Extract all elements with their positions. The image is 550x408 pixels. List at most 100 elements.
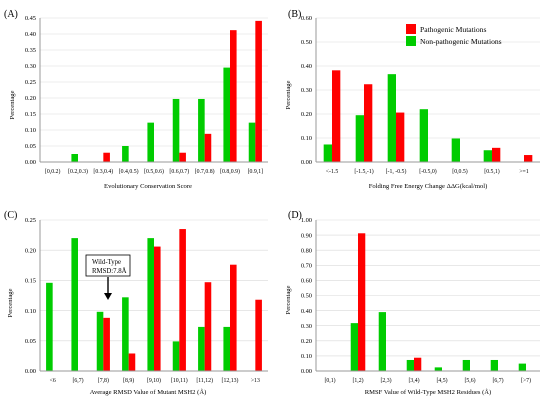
axes-a xyxy=(39,18,268,163)
x-tick-label: [0.3,0.4) xyxy=(93,168,113,175)
nonpathogenic-bar xyxy=(483,150,492,162)
x-axis-label-d: RMSF Value of Wild-Type MSH2 Residues (Å… xyxy=(365,388,492,396)
gridlines-a xyxy=(40,17,268,163)
x-tick-label: [9,10) xyxy=(147,377,161,384)
annotation-line2: RMSD:7.8Å xyxy=(92,267,127,275)
x-tick-label: [0.5,1) xyxy=(484,168,500,175)
y-tick-label: 0.40 xyxy=(25,31,36,38)
legend-swatch-nonpathogenic xyxy=(406,36,416,46)
chart-panel-b: (B) 0.00 0.10 0.20 0.30 0.40 0.50 0.60 <-1.5 [-… xyxy=(285,9,540,190)
legend: Pathogenic Mutations Non-pathogenic Muta… xyxy=(406,24,502,46)
y-tick-label: 0.45 xyxy=(25,15,36,22)
y-tick-label: 0.80 xyxy=(301,247,312,254)
pathogenic-bar xyxy=(255,299,262,371)
x-tick-label: [0,0.2) xyxy=(45,168,61,175)
x-tick-label: [-0.5,0) xyxy=(419,168,436,175)
nonpathogenic-bar xyxy=(147,238,154,371)
x-tick-label: [1,2) xyxy=(352,377,363,384)
y-axis-label-a: Percentage xyxy=(9,90,16,119)
x-tick-label: [0.6,0.7) xyxy=(169,168,189,175)
pathogenic-bar xyxy=(414,357,422,371)
gridlines-d xyxy=(316,219,540,372)
y-ticks-a: 0.00 0.05 0.10 0.15 0.20 0.25 0.30 0.35 0.40 0.45 xyxy=(25,15,36,166)
nonpathogenic-bar xyxy=(172,341,180,371)
nonpathogenic-bar xyxy=(223,326,230,371)
nonpathogenic-bar xyxy=(71,238,78,371)
pathogenic-bar xyxy=(204,282,212,371)
y-tick-label: 0.05 xyxy=(25,143,36,150)
y-tick-label: 0.00 xyxy=(301,159,312,166)
y-tick-label: 0.10 xyxy=(301,135,312,142)
x-ticks-d: [0,1) [1,2) [2,3) [3,4) [4,5) [5,6) [6,7) [>7) xyxy=(324,377,531,384)
y-tick-label: 0.60 xyxy=(301,15,312,22)
legend-label-pathogenic: Pathogenic Mutations xyxy=(420,25,486,34)
x-axis-label-c: Average RMSD Value of Mutant MSH2 (Å) xyxy=(90,388,207,396)
nonpathogenic-bar xyxy=(122,297,129,371)
chart-panel-d: (D) 0.00 0.10 0.20 0.30 0.40 0.50 0.60 0.70 0.80… xyxy=(285,210,540,396)
pathogenic-bar xyxy=(179,229,186,371)
x-tick-label: [5,6) xyxy=(464,377,475,384)
y-tick-label: 1.00 xyxy=(301,217,312,224)
pathogenic-bar xyxy=(103,152,110,162)
axes-d xyxy=(315,220,540,372)
y-tick-label: 0.25 xyxy=(25,79,36,86)
pathogenic-bar xyxy=(492,147,501,162)
y-tick-label: 0.10 xyxy=(25,308,36,315)
nonpathogenic-bar xyxy=(387,74,396,162)
annotation-line1: Wild-Type xyxy=(92,259,121,266)
pathogenic-bar xyxy=(230,30,237,162)
pathogenic-bar xyxy=(358,233,366,371)
y-axis-label-c: Percentage xyxy=(7,288,14,317)
nonpathogenic-bar xyxy=(434,367,442,371)
y-tick-label: 0.35 xyxy=(25,47,36,54)
nonpathogenic-bar xyxy=(518,363,526,371)
axes-b xyxy=(315,18,540,163)
x-tick-label: [8,9) xyxy=(123,377,134,384)
panel-label-a: (A) xyxy=(4,9,18,20)
x-tick-label: [10,11) xyxy=(171,377,188,384)
x-tick-label: >=1 xyxy=(519,169,529,175)
pathogenic-bar xyxy=(204,133,212,162)
y-tick-label: 0.40 xyxy=(301,308,312,315)
x-tick-label: [>7) xyxy=(521,377,531,384)
y-tick-label: 0.50 xyxy=(301,293,312,300)
pathogenic-bar xyxy=(128,353,136,371)
nonpathogenic-bar xyxy=(96,311,104,371)
bars-d xyxy=(350,233,526,371)
nonpathogenic-bar xyxy=(323,144,332,162)
nonpathogenic-bar xyxy=(451,138,460,162)
y-tick-label: 0.20 xyxy=(301,111,312,118)
pathogenic-bar xyxy=(179,152,186,162)
pathogenic-bar xyxy=(230,264,237,371)
nonpathogenic-bar xyxy=(355,115,364,162)
x-tick-label: [4,5) xyxy=(436,377,447,384)
nonpathogenic-bar xyxy=(172,98,180,162)
y-tick-label: 0.20 xyxy=(301,338,312,345)
pathogenic-bar xyxy=(524,155,533,162)
bars-c xyxy=(46,229,262,371)
pathogenic-bar xyxy=(154,246,161,371)
x-tick-label: [11,12) xyxy=(196,377,213,384)
y-ticks-d: 0.00 0.10 0.20 0.30 0.40 0.50 0.60 0.70 0.80 0.90… xyxy=(301,217,312,375)
x-tick-label: <-1.5 xyxy=(326,169,339,175)
annotation-box xyxy=(85,254,131,277)
x-tick-label: [0.2,0.3) xyxy=(68,168,88,175)
x-tick-label: [0.5,0.6) xyxy=(144,168,164,175)
x-tick-label: [6,7) xyxy=(72,377,83,384)
y-tick-label: 0.60 xyxy=(301,278,312,285)
wild-type-annotation: Wild-Type RMSD:7.8Å xyxy=(85,254,131,300)
y-tick-label: 0.25 xyxy=(25,217,36,224)
x-ticks-b: <-1.5 [-1.5,-1) [-1, -0.5) [-0.5,0) [0,0.5) [… xyxy=(326,168,529,175)
nonpathogenic-bar xyxy=(406,359,414,371)
y-ticks-b: 0.00 0.10 0.20 0.30 0.40 0.50 0.60 xyxy=(301,15,312,166)
pathogenic-bar xyxy=(103,317,110,371)
y-tick-label: 0.00 xyxy=(25,368,36,375)
x-tick-label: [3,4) xyxy=(408,377,419,384)
panel-label-d: (D) xyxy=(288,210,302,221)
nonpathogenic-bar xyxy=(378,312,386,371)
nonpathogenic-bar xyxy=(419,109,428,162)
y-tick-label: 0.70 xyxy=(301,263,312,270)
x-axis-label-b: Folding Free Energy Change ΔΔG(kcal/mol) xyxy=(369,183,488,190)
x-tick-label: [12,13) xyxy=(222,377,239,384)
